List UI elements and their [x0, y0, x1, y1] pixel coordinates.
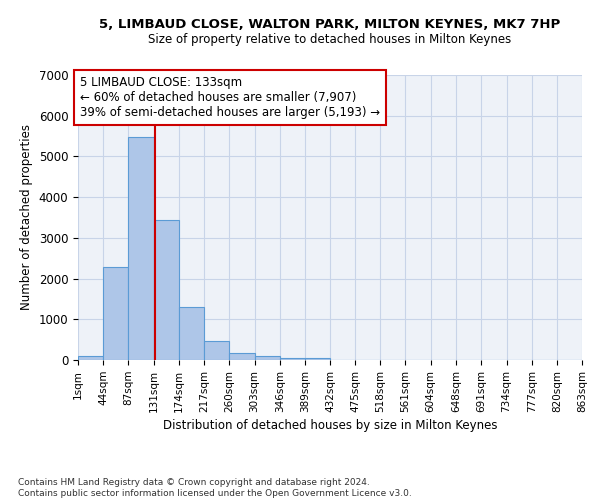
Text: Contains HM Land Registry data © Crown copyright and database right 2024.
Contai: Contains HM Land Registry data © Crown c…	[18, 478, 412, 498]
Bar	[280, 358, 305, 360]
Text: 5, LIMBAUD CLOSE, WALTON PARK, MILTON KEYNES, MK7 7HP: 5, LIMBAUD CLOSE, WALTON PARK, MILTON KE…	[100, 18, 560, 30]
Text: 5 LIMBAUD CLOSE: 133sqm
← 60% of detached houses are smaller (7,907)
39% of semi: 5 LIMBAUD CLOSE: 133sqm ← 60% of detache…	[80, 76, 380, 119]
Bar	[128, 137, 154, 360]
Y-axis label: Number of detached properties: Number of detached properties	[20, 124, 33, 310]
Bar	[103, 267, 128, 360]
Bar	[254, 356, 280, 360]
Bar	[204, 341, 229, 360]
Bar	[154, 220, 179, 360]
Bar	[229, 354, 254, 360]
Bar	[305, 358, 330, 360]
Text: Size of property relative to detached houses in Milton Keynes: Size of property relative to detached ho…	[148, 34, 512, 46]
Bar	[78, 356, 103, 360]
X-axis label: Distribution of detached houses by size in Milton Keynes: Distribution of detached houses by size …	[163, 419, 497, 432]
Bar	[179, 306, 204, 360]
